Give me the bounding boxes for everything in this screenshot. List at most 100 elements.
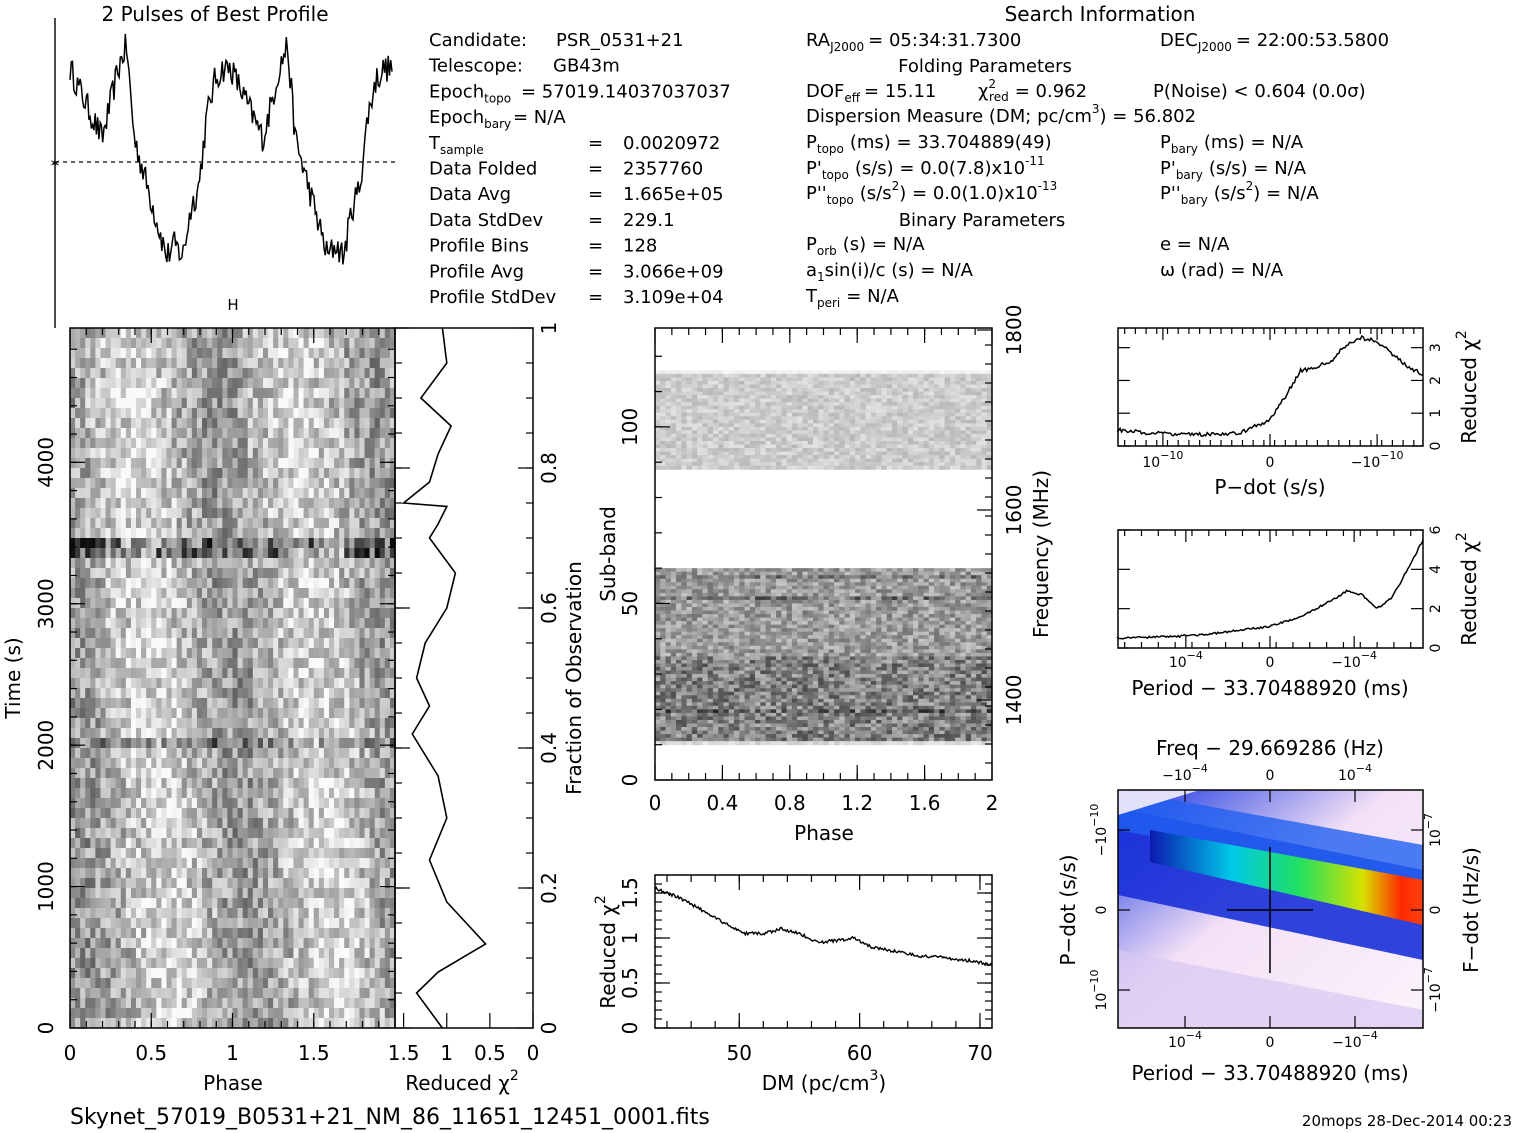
period-pdot-ytick-2: −10−10 <box>1088 804 1110 857</box>
period-pdot-ylabel2: F−dot (Hz/s) <box>1459 847 1483 973</box>
period-pdot-ytick-1: 0 <box>1094 906 1110 915</box>
svg-text:P''bary(s/s2) = N/A: P''bary (s/s2) = N/A <box>1160 179 1319 207</box>
dm-xtick-2: 70 <box>967 1041 992 1065</box>
time-phase-xtick-3: 1.5 <box>298 1041 330 1065</box>
pdot-ytick-1: 1 <box>1428 409 1444 418</box>
subband-xtick-0: 0 <box>649 791 662 815</box>
subband-xtick-3: 1.2 <box>841 791 873 815</box>
subband-xtick-2: 0.8 <box>774 791 806 815</box>
pddbary-label: (s/s <box>1214 183 1246 204</box>
info-left-label-7: Data StdDev <box>429 210 544 231</box>
ra-sub: J2000 <box>829 40 864 54</box>
pdot-ytick-3: 3 <box>1428 343 1444 352</box>
time-phase-xtick-0: 0 <box>64 1041 77 1065</box>
period-chi2-line <box>1116 539 1424 640</box>
info-left-value-4: 0.0020972 <box>623 133 720 154</box>
ra-label: RA <box>806 30 831 51</box>
time-chi2-xtick-2: 0.5 <box>474 1041 506 1065</box>
search-title: Search Information <box>1005 2 1196 26</box>
period-pdot-xtick-2: −10−4 <box>1332 1029 1378 1051</box>
pddtopo-label: (s/s <box>860 183 892 204</box>
chi-red-value: = 0.962 <box>1015 81 1087 102</box>
period-chi2-panel: 10−4 0 −10−4 0 2 4 6 Period − 33.70488920 (ms)… <box>1116 525 1481 700</box>
subband-ytick-1: 50 <box>618 591 642 616</box>
time-phase-heatmap <box>70 328 396 1029</box>
profile-marker-icon: ✶ <box>49 156 61 172</box>
pdot-chi2-line <box>1116 334 1424 437</box>
svg-text:P''topo(s/s2) = 0.0(1.0)x10-13: P''topo (s/s2) = 0.0(1.0)x10-13 <box>806 179 1057 207</box>
dm-chi2-line <box>654 885 992 967</box>
time-chi2-ytick-1: 0.2 <box>537 872 561 904</box>
time-phase-xtick-1: 0.5 <box>135 1041 167 1065</box>
chi-red-label: χ2 red = 0.962 <box>978 77 1087 104</box>
time-chi2-xtick-0: 1.5 <box>388 1041 420 1065</box>
time-chi2-ytick-4: 0.8 <box>537 452 561 484</box>
dof-value: = 15.11 <box>864 81 936 102</box>
period-pdot-title: Freq − 29.669286 (Hz) <box>1156 736 1384 760</box>
period-pdot-ytick-0: 10−10 <box>1088 969 1110 1010</box>
dec-label: DEC <box>1160 30 1198 51</box>
ptopo-value: (ms) = 33.704889(49) <box>850 132 1052 153</box>
period-xtick-0: 10−4 <box>1169 649 1203 671</box>
time-phase-axes: 0 0.5 1 1.5 0 1000 2000 3000 4000 <box>34 328 395 1065</box>
dec-value: = 22:00:53.5800 <box>1236 30 1389 51</box>
period-chi2-frame <box>1117 529 1424 649</box>
period-pdot-xlabel: Period − 33.70488920 (ms) <box>1131 1061 1408 1085</box>
time-phase-ytick-4: 4000 <box>34 437 58 488</box>
pdot-ytick-2: 2 <box>1428 376 1444 385</box>
dm-chi2-frame <box>654 874 993 1029</box>
subband-axes: 0 0.4 0.8 1.2 1.6 2 0 50 100 1400 1600 1800 <box>618 305 1026 815</box>
pdot-xtick-1: 0 <box>1266 455 1275 471</box>
period-pdot-y2tick-2: 10−7 <box>1422 813 1444 847</box>
period-xtick-2: −10−4 <box>1331 649 1377 671</box>
subband-y2tick-0: 1400 <box>1002 675 1026 726</box>
info-left-label-9: Profile Avg <box>429 261 524 282</box>
ecc-value: e = N/A <box>1160 234 1230 255</box>
period-ytick-3: 6 <box>1428 525 1444 534</box>
period-pdot-x2tick-1: 0 <box>1266 768 1275 784</box>
period-pdot-panel: 10−4 0 −10−4 −10−4 0 10−4 10−10 0 −10−10 −10−7 0 10… <box>1056 736 1483 1085</box>
info-left-label-6: Data Avg <box>429 184 511 205</box>
asini-label: a <box>806 260 817 281</box>
svg-text:P'bary(s/s) = N/A: P'bary (s/s) = N/A <box>1160 158 1307 182</box>
time-chi2-line <box>401 327 487 1029</box>
footer-filename: Skynet_57019_B0531+21_NM_86_11651_12451_… <box>70 1105 710 1130</box>
info-left-value-9: 3.066e+09 <box>623 261 724 282</box>
info-left-label-10: Profile StdDev <box>429 287 557 308</box>
subband-panel: 0 0.4 0.8 1.2 1.6 2 0 50 100 1400 1600 1800 Phase S… <box>596 305 1053 845</box>
pdot-ytick-0: 0 <box>1428 442 1444 451</box>
subband-ylabel: Sub-band <box>596 506 620 602</box>
pdbary-value: (s/s) = N/A <box>1209 158 1307 179</box>
pnoise-value: P(Noise) < 0.604 (0.0σ) <box>1153 81 1366 102</box>
time-phase-ytick-1: 1000 <box>34 861 58 912</box>
period-ytick-1: 2 <box>1428 604 1444 613</box>
dm-xtick-0: 50 <box>727 1041 752 1065</box>
info-left-value-5: 2357760 <box>623 159 703 180</box>
svg-text:DOFeff= 15.11: DOFeff = 15.11 <box>806 81 936 105</box>
time-chi2-ytick-2: 0.4 <box>537 732 561 764</box>
time-chi2-xtick-1: 1 <box>440 1041 453 1065</box>
folding-title: Folding Parameters <box>898 56 1072 77</box>
profile-panel: 2 Pulses of Best Profile ✶ H <box>49 2 395 328</box>
svg-text:Tperi= N/A: Tperi = N/A <box>805 286 900 310</box>
info-left-eq-5: = <box>588 159 603 180</box>
time-chi2-ylabel: Fraction of Observation <box>562 561 586 795</box>
time-phase-xtick-2: 1 <box>226 1041 239 1065</box>
period-pdot-y2tick-0: −10−7 <box>1422 967 1444 1013</box>
info-left-eq-4: = <box>588 133 603 154</box>
porb-value: (s) = N/A <box>843 234 925 255</box>
info-left-eq-8: = <box>588 236 603 257</box>
pddtopo-exp: -13 <box>1038 179 1058 193</box>
info-left-label-2: Epochtopo = 57019.14037037037 <box>429 81 731 105</box>
subband-xtick-4: 1.6 <box>909 791 941 815</box>
pdot-xtick-2: −10−10 <box>1351 449 1404 471</box>
subband-ytick-2: 100 <box>618 408 642 446</box>
pdot-chi2-xlabel: P−dot (s/s) <box>1214 475 1325 499</box>
profile-line <box>69 33 393 265</box>
info-left-label-0: Candidate: PSR_0531+21 <box>429 30 684 51</box>
svg-text:DECJ2000= 22:00:53.5800: DECJ2000 = 22:00:53.5800 <box>1160 30 1389 54</box>
period-pdot-x2tick-0: −10−4 <box>1162 762 1208 784</box>
time-chi2-panel: 1.5 1 0.5 0 0 0.2 0.4 0.6 0.8 1 Reduced χ2 Fracti… <box>388 322 586 1095</box>
svg-text:P'topo(s/s) = 0.0(7.8)x10-11: P'topo (s/s) = 0.0(7.8)x10-11 <box>806 154 1045 182</box>
